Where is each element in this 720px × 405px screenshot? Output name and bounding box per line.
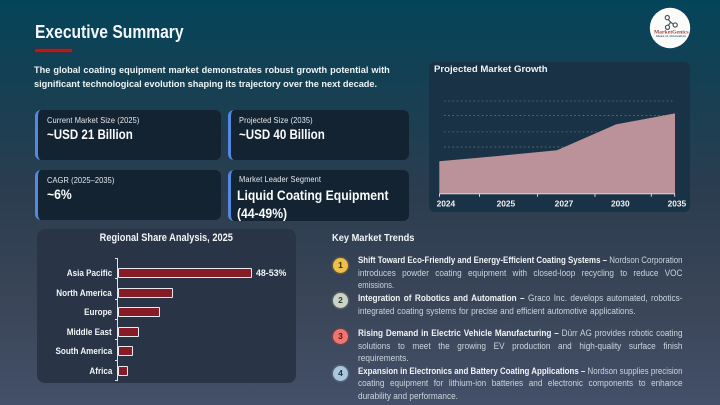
- svg-text:Ideas to Innovation: Ideas to Innovation: [656, 34, 686, 38]
- svg-text:2025: 2025: [497, 198, 516, 208]
- svg-text:MarketGenics: MarketGenics: [654, 30, 690, 36]
- svg-text:2027: 2027: [555, 198, 574, 208]
- svg-text:2030: 2030: [611, 198, 630, 208]
- svg-text:2035: 2035: [668, 198, 687, 208]
- svg-text:2024: 2024: [437, 198, 456, 208]
